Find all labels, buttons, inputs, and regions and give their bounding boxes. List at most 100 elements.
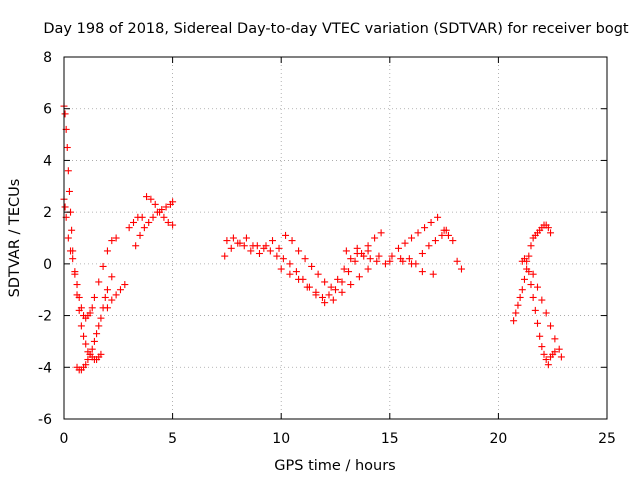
data-point	[314, 270, 322, 278]
data-point	[240, 242, 248, 250]
data-point	[242, 234, 250, 242]
y-tick-label: -2	[38, 309, 52, 325]
series-sat-o	[518, 255, 559, 369]
y-tick-label: 8	[43, 50, 52, 66]
data-point	[88, 304, 96, 312]
data-point	[156, 208, 164, 216]
data-point	[340, 265, 348, 273]
data-point	[353, 244, 361, 252]
series-sat-d	[103, 213, 146, 312]
data-point	[327, 283, 335, 291]
data-point	[371, 234, 379, 242]
data-point	[64, 234, 72, 242]
data-point	[223, 237, 231, 245]
data-point	[121, 281, 129, 289]
data-point	[421, 224, 429, 232]
data-point	[544, 361, 552, 369]
data-point	[97, 314, 105, 322]
data-point	[429, 270, 437, 278]
data-point	[125, 224, 133, 232]
data-point	[538, 296, 546, 304]
data-point	[169, 221, 177, 229]
data-point	[431, 237, 439, 245]
data-point	[542, 356, 550, 364]
data-point	[266, 247, 274, 255]
data-point	[90, 293, 98, 301]
data-point	[418, 250, 426, 258]
data-point	[523, 257, 531, 265]
y-tick-label: 0	[43, 257, 52, 273]
data-point	[77, 322, 85, 330]
data-point	[279, 255, 287, 263]
data-point	[529, 270, 537, 278]
data-point	[527, 281, 535, 289]
data-point	[103, 247, 111, 255]
data-point	[427, 218, 435, 226]
series-sat-c	[73, 273, 116, 374]
x-tick-label: 15	[381, 431, 399, 447]
data-point	[112, 291, 120, 299]
data-point	[143, 193, 151, 201]
data-point	[108, 296, 116, 304]
data-point	[269, 237, 277, 245]
data-point	[149, 213, 157, 221]
y-tick-label: -4	[38, 360, 52, 376]
data-point	[364, 265, 372, 273]
data-point	[273, 252, 281, 260]
data-point	[375, 252, 383, 260]
data-point	[108, 273, 116, 281]
data-point	[61, 110, 69, 118]
x-tick-label: 0	[60, 431, 69, 447]
data-point	[277, 265, 285, 273]
data-point	[88, 345, 96, 353]
data-point	[103, 286, 111, 294]
data-point	[108, 237, 116, 245]
data-point	[63, 144, 71, 151]
data-point	[67, 247, 75, 255]
data-point	[312, 291, 320, 299]
data-point	[86, 350, 94, 358]
data-point	[394, 244, 402, 252]
data-point	[112, 234, 120, 242]
series-sat-m	[440, 226, 465, 273]
data-point	[386, 257, 394, 265]
x-tick-label: 20	[489, 431, 507, 447]
data-point	[61, 203, 69, 211]
data-point	[525, 268, 533, 276]
data-point	[332, 286, 339, 294]
data-point	[301, 255, 309, 263]
data-point	[303, 283, 311, 291]
data-point	[282, 231, 290, 239]
data-point	[533, 283, 541, 291]
x-tick-label: 25	[598, 431, 616, 447]
y-tick-label: 2	[43, 205, 52, 221]
data-point	[262, 242, 270, 250]
data-point	[95, 322, 103, 330]
data-point	[116, 286, 124, 294]
data-point	[514, 301, 522, 309]
data-point	[286, 260, 294, 268]
data-point	[65, 187, 73, 195]
data-point	[351, 257, 359, 265]
data-point	[86, 309, 94, 317]
data-point	[408, 234, 416, 242]
data-point	[405, 255, 413, 263]
data-point	[444, 231, 452, 239]
data-point	[518, 286, 526, 294]
series-sat-i	[277, 257, 381, 307]
data-point	[82, 340, 90, 348]
data-point	[229, 234, 237, 242]
data-point	[286, 270, 294, 278]
data-point	[345, 268, 353, 276]
data-point	[520, 275, 528, 283]
data-point	[366, 255, 374, 263]
data-point	[551, 335, 559, 343]
data-point	[221, 252, 229, 260]
data-point	[533, 319, 541, 327]
data-point	[360, 252, 368, 260]
data-point	[99, 262, 107, 270]
data-point	[373, 257, 381, 265]
data-point	[75, 293, 83, 301]
data-point	[288, 237, 296, 245]
